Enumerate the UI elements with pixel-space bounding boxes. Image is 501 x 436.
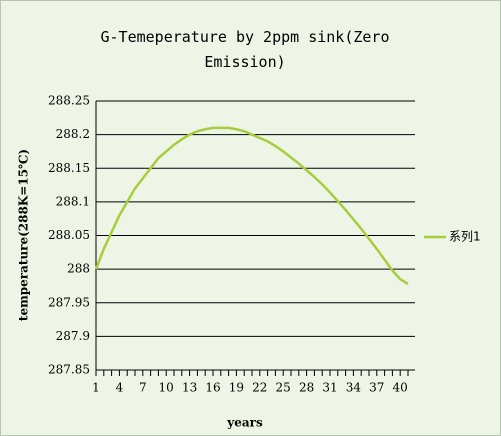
x-tick-label: 28 xyxy=(299,381,314,395)
y-tick-label: 288.05 xyxy=(48,228,90,242)
y-tick-label: 287.9 xyxy=(56,329,90,343)
title-line: Emission) xyxy=(204,53,285,71)
legend-label: 系列1 xyxy=(449,230,481,244)
x-tick-label: 34 xyxy=(346,381,362,395)
x-tick-label: 4 xyxy=(116,381,124,395)
x-tick-label: 40 xyxy=(393,381,408,395)
y-tick-label: 288.1 xyxy=(56,194,90,208)
x-axis-label: years xyxy=(226,416,263,430)
title-line: G-Temeperature by 2ppm sink(Zero xyxy=(101,28,390,46)
chart-title: G-Temeperature by 2ppm sink(Zero Emission… xyxy=(101,28,390,71)
x-tick-label: 22 xyxy=(252,381,267,395)
y-tick-label: 288.15 xyxy=(48,161,90,175)
x-tick-label: 13 xyxy=(182,381,197,395)
y-tick-label: 288.25 xyxy=(48,94,90,108)
data-line xyxy=(94,126,409,285)
x-tick-label: 10 xyxy=(159,381,174,395)
x-tick-label: 7 xyxy=(139,381,147,395)
x-tick-label: 1 xyxy=(92,381,100,395)
x-tick-label: 25 xyxy=(276,381,291,395)
x-tick-label: 19 xyxy=(229,381,244,395)
y-tick-label: 288.2 xyxy=(56,127,90,141)
y-tick-label: 287.85 xyxy=(48,363,90,377)
y-tick-label: 287.95 xyxy=(48,295,90,309)
x-tick-label: 37 xyxy=(369,381,384,395)
y-tick-label: 288 xyxy=(67,262,90,276)
x-tick-label: 16 xyxy=(205,381,220,395)
y-axis-label: temperature(288K=15℃) xyxy=(17,149,31,321)
x-tick-label: 31 xyxy=(322,381,337,395)
